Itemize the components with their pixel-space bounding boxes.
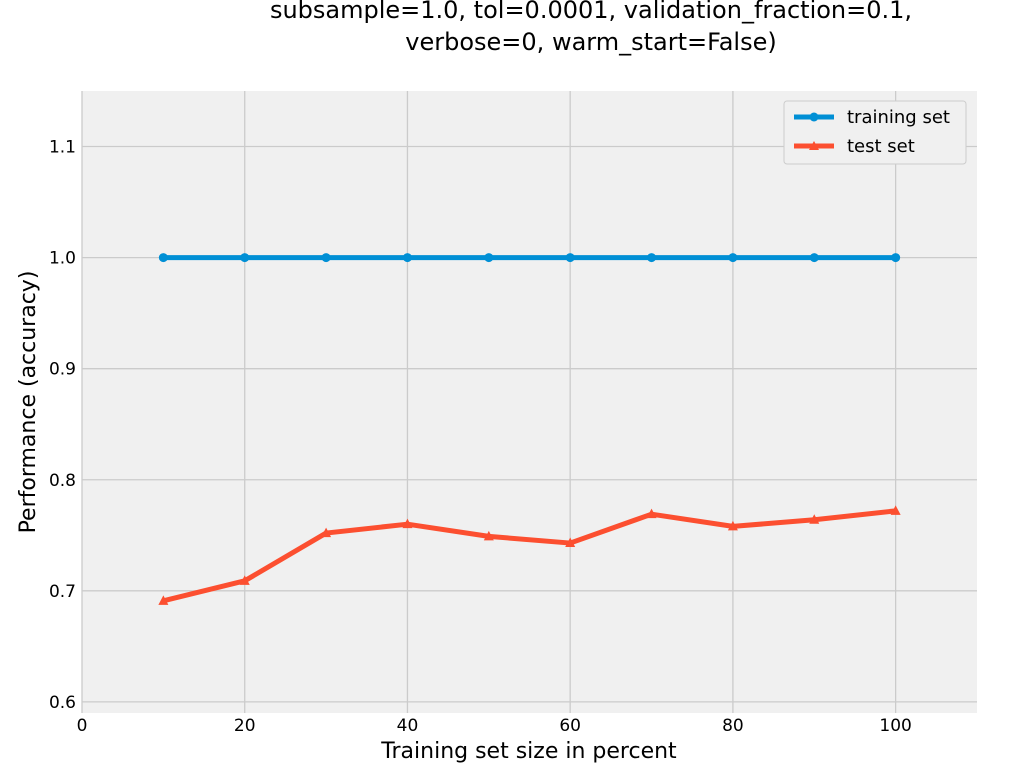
plot-area [82,91,977,713]
data-point-training-set [321,253,331,263]
series-line-test-set [162,508,896,604]
data-point-training-set [565,253,575,263]
data-point-training-set [484,253,494,263]
data-point-test-set [890,505,901,515]
y-tick-labels: 0.6 0.7 0.8 0.9 1.0 1.1 [49,138,76,713]
data-point-test-set [158,595,169,605]
data-point-training-set [891,253,901,263]
x-tick-label: 60 [559,716,581,736]
legend-marker-training-set [809,112,819,122]
chart-title-line-2: verbose=0, warm_start=False) [405,28,776,56]
x-tick-label: 20 [234,716,256,736]
x-tick-label: 80 [722,716,744,736]
y-tick-label: 0.9 [49,360,76,380]
x-tick-label: 100 [879,716,911,736]
y-tick-label: 0.6 [49,693,76,713]
data-point-test-set [402,518,413,529]
data-point-test-set [321,527,332,538]
chart-title-line-1: subsample=1.0, tol=0.0001, validation_fr… [270,0,912,24]
data-point-test-set [565,537,576,548]
y-tick-label: 1.1 [49,138,76,158]
x-tick-label: 40 [397,716,419,736]
legend-marker-test-set [809,141,819,150]
data-point-training-set [240,253,250,263]
data-point-training-set [809,253,819,263]
legend-label-training-set: training set [847,107,950,128]
y-axis-label: Performance (accuracy) [16,271,41,534]
x-axis-label: Training set size in percent [380,739,677,764]
legend-label-test-set: test set [847,136,915,157]
data-point-test-set [646,508,657,519]
y-tick-label: 0.8 [49,471,76,491]
x-tick-label: 0 [77,716,88,736]
data-point-training-set [158,253,168,263]
data-point-test-set [809,514,820,524]
data-point-test-set [727,520,738,531]
series-layer [158,253,901,605]
data-point-training-set [728,253,738,263]
data-point-test-set [483,530,494,541]
legend: training set test set [783,100,967,165]
data-point-training-set [647,253,657,263]
data-point-test-set [239,575,250,585]
data-point-training-set [402,253,412,263]
y-tick-label: 0.7 [49,582,76,602]
x-tick-labels: 0 20 40 60 80 100 [77,716,912,736]
y-tick-label: 1.0 [49,249,76,269]
